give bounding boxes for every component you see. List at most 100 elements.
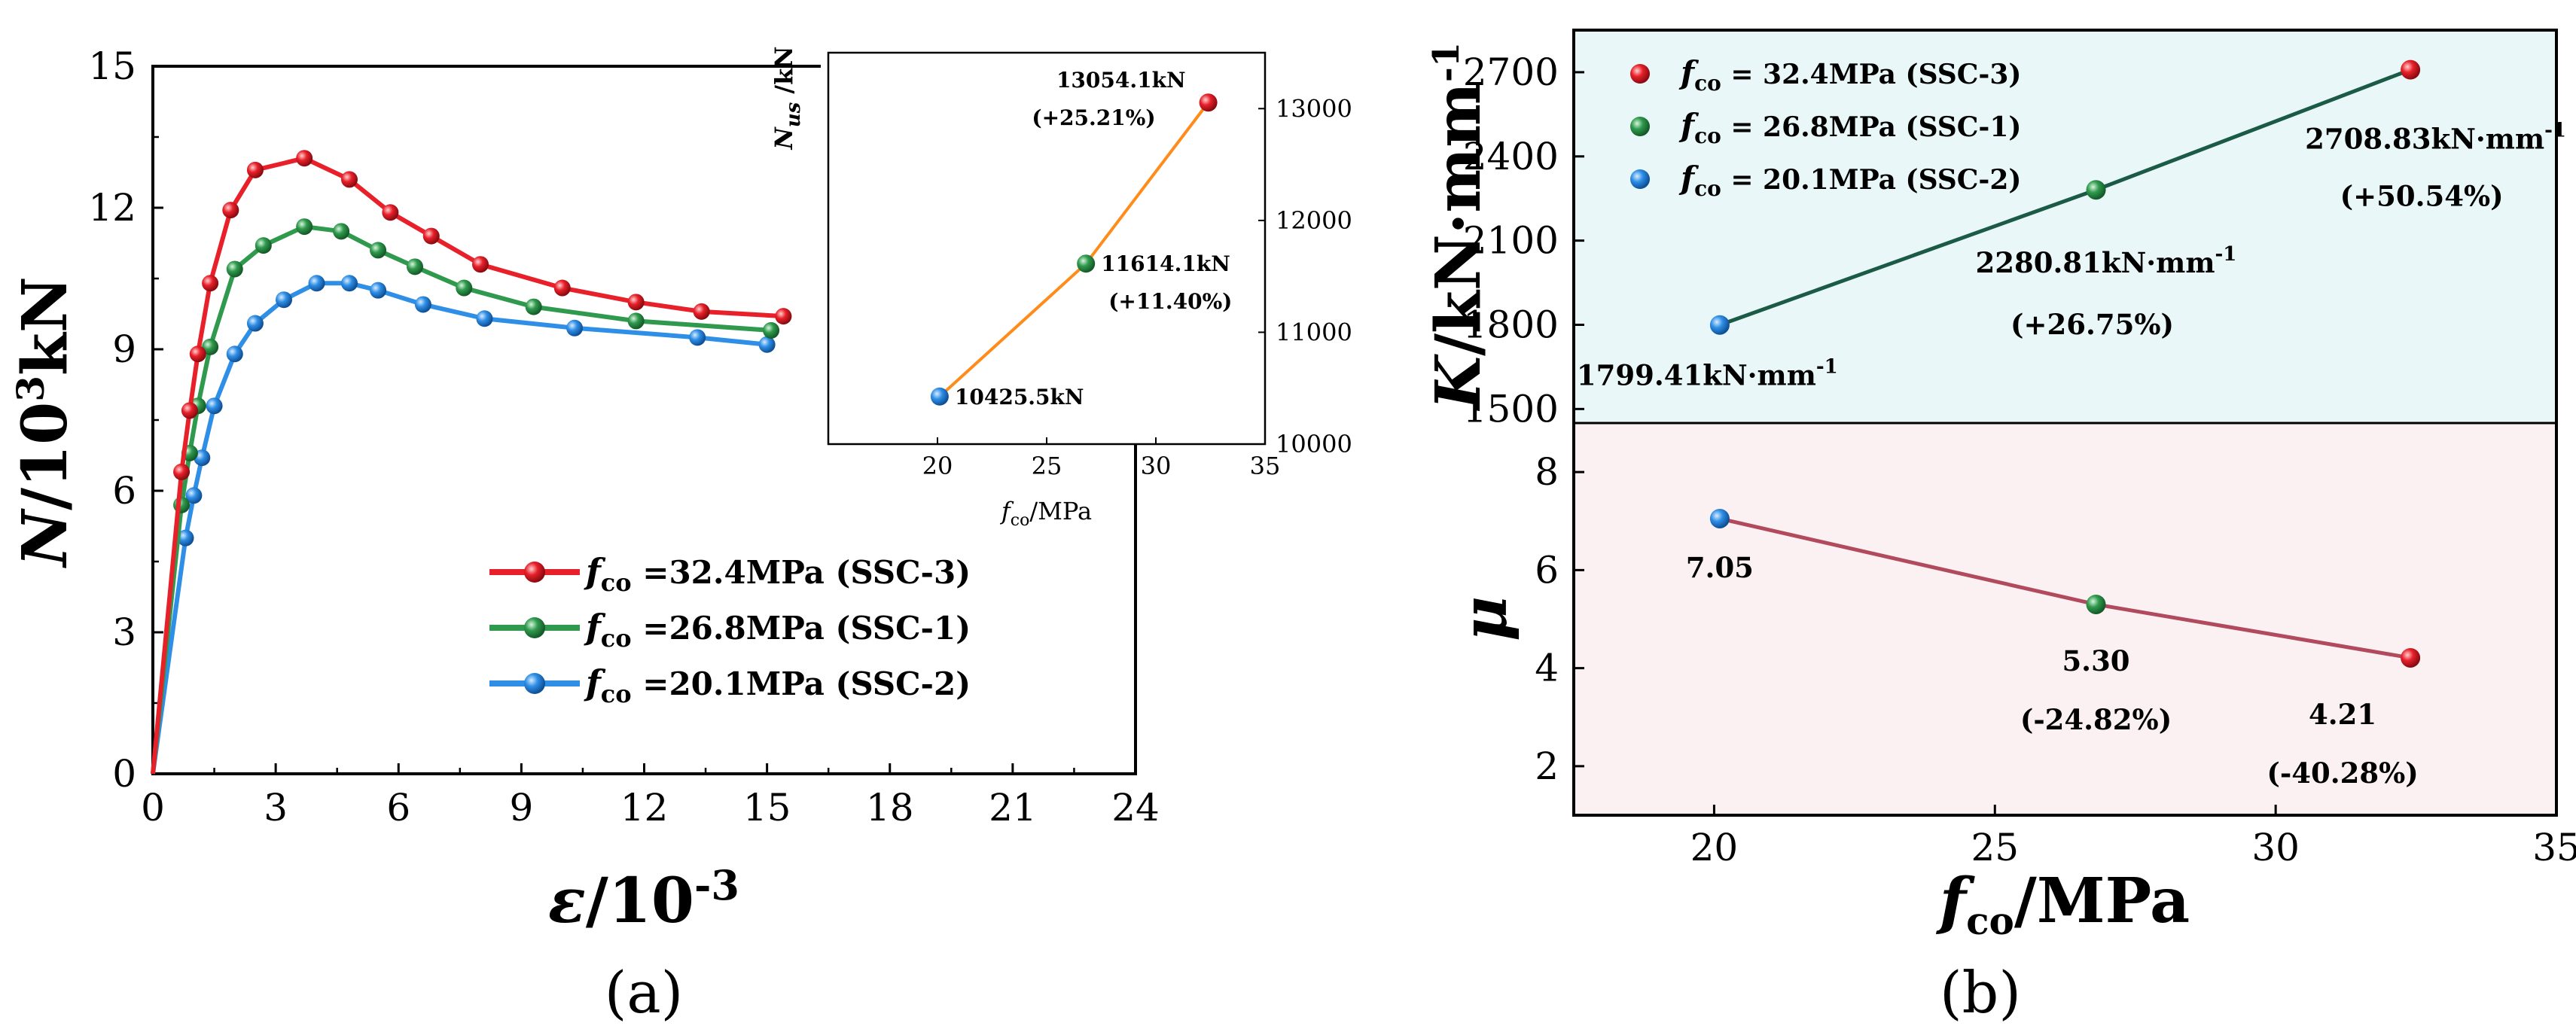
b-top-y-tick-label: 2400 xyxy=(1463,135,1559,178)
panel-a-ticks: 0 3 6 9 12 15 18 21 24 0 3 6 9 12 15 xyxy=(88,44,1159,830)
panel-b-legend: fco = 32.4MPa (SSC-3) fco = 26.8MPa (SSC… xyxy=(1630,54,2021,201)
panel-b-series: 1799.41kN·mm-1 2280.81kN·mm-1 (+26.75%) 270… xyxy=(1577,59,2566,790)
panel-b: 20 25 30 35 1500 1800 2100 2400 2700 2 4 6 8 1799.41… xyxy=(1422,29,2576,1026)
k-data-point xyxy=(2086,180,2106,200)
inset-y-axis-title: Nus /kN xyxy=(770,46,805,150)
data-point-ssc-2 xyxy=(476,310,493,327)
data-point-ssc-1 xyxy=(202,338,219,355)
data-point-ssc-3 xyxy=(296,150,313,167)
mu-value-label: 4.21 xyxy=(2309,698,2376,731)
data-point-ssc-1 xyxy=(763,321,780,339)
b-top-y-tick-label: 2100 xyxy=(1463,219,1559,263)
mu-percent-label: (-24.82%) xyxy=(2020,703,2172,736)
data-point-ssc-3 xyxy=(222,202,239,219)
x-tick-label: 24 xyxy=(1111,786,1160,830)
legend-marker-ssc1 xyxy=(524,617,545,638)
legend-b-item-ssc1: fco = 26.8MPa (SSC-1) xyxy=(1630,107,2021,148)
inset-x-axis-title: fco/MPa xyxy=(1000,497,1092,530)
data-point-ssc-1 xyxy=(226,260,243,278)
data-point-ssc-2 xyxy=(414,296,431,313)
inset-value-label: 13054.1kN xyxy=(1056,68,1186,93)
data-point-ssc-1 xyxy=(333,223,350,240)
b-x-tick-label: 30 xyxy=(2251,826,2300,869)
y-tick-label: 0 xyxy=(112,752,136,796)
inset-y-tick-label: 11000 xyxy=(1276,318,1352,346)
legend-label-ssc3: fco =32.4MPa (SSC-3) xyxy=(584,551,971,597)
inset-data-point xyxy=(1199,93,1218,112)
mu-value-label: 5.30 xyxy=(2062,644,2129,677)
k-value-label: 1799.41kN·mm-1 xyxy=(1577,356,1838,392)
mu-percent-label: (-40.28%) xyxy=(2267,756,2418,790)
inset-value-label: 10425.5kN xyxy=(955,385,1084,409)
panel-a-series xyxy=(151,150,792,775)
inset-series: 10425.5kN 11614.1kN (+11.40%) 13054.1kN (+25… xyxy=(930,68,1232,409)
inset-data-point xyxy=(1077,254,1096,273)
panel-b-top-background xyxy=(1574,30,2556,423)
data-point-ssc-1 xyxy=(296,218,313,236)
data-point-ssc-3 xyxy=(341,171,358,188)
inset-value-label: 11614.1kN xyxy=(1101,251,1230,276)
legend-label-ssc2: fco =20.1MPa (SSC-2) xyxy=(584,662,971,708)
data-point-ssc-2 xyxy=(246,315,264,332)
x-tick-label: 3 xyxy=(264,786,288,830)
x-tick-label: 12 xyxy=(620,786,669,830)
mu-value-label: 7.05 xyxy=(1686,551,1754,584)
b-top-y-tick-label: 1500 xyxy=(1463,387,1559,431)
b-x-tick-label: 35 xyxy=(2532,826,2576,869)
data-point-ssc-1 xyxy=(525,298,542,315)
data-point-ssc-3 xyxy=(181,402,198,419)
inset-percent-label: (+25.21%) xyxy=(1032,105,1155,130)
data-point-ssc-2 xyxy=(206,397,223,415)
data-point-ssc-3 xyxy=(202,275,219,292)
data-point-ssc-3 xyxy=(189,346,206,363)
legend-b-marker-ssc3 xyxy=(1630,64,1650,84)
y-tick-label: 6 xyxy=(112,469,136,513)
data-point-ssc-2 xyxy=(689,329,706,346)
data-point-ssc-3 xyxy=(472,256,489,273)
data-point-ssc-2 xyxy=(370,282,387,299)
panel-a-y-axis-title: N/103kN xyxy=(8,276,81,569)
b-x-tick-label: 25 xyxy=(1971,826,2019,869)
mu-data-point xyxy=(1709,508,1730,528)
y-tick-label: 9 xyxy=(112,327,136,371)
b-bottom-y-tick-label: 2 xyxy=(1535,744,1559,788)
data-point-ssc-1 xyxy=(255,237,272,254)
inset-percent-label: (+11.40%) xyxy=(1108,289,1232,314)
legend-marker-ssc2 xyxy=(524,673,545,694)
mu-data-point xyxy=(2086,594,2106,614)
x-tick-label: 0 xyxy=(141,786,165,830)
mu-data-point xyxy=(2401,647,2421,668)
legend-b-marker-ssc1 xyxy=(1630,117,1650,136)
series-line-ssc-3 xyxy=(151,156,784,775)
b-bottom-y-tick-label: 8 xyxy=(1535,450,1559,494)
x-tick-label: 6 xyxy=(386,786,410,830)
inset-data-point xyxy=(930,387,949,406)
k-value-label: 2280.81kN·mm-1 xyxy=(1976,243,2237,279)
inset-y-tick-label: 13000 xyxy=(1276,94,1352,123)
data-point-ssc-2 xyxy=(185,487,203,504)
data-point-ssc-3 xyxy=(775,308,792,325)
data-point-ssc-3 xyxy=(627,294,645,311)
b-bottom-y-tick-label: 6 xyxy=(1535,548,1559,592)
data-point-ssc-1 xyxy=(456,279,473,297)
data-point-ssc-1 xyxy=(627,312,645,330)
inset-x-tick-label: 30 xyxy=(1141,452,1172,480)
inset-x-tick-label: 25 xyxy=(1032,452,1062,480)
panel-a-label: (a) xyxy=(605,959,684,1026)
legend-b-item-ssc3: fco = 32.4MPa (SSC-3) xyxy=(1630,54,2021,96)
panel-b-bottom-background xyxy=(1574,423,2556,815)
legend-b-label-ssc1: fco = 26.8MPa (SSC-1) xyxy=(1678,107,2021,148)
panel-b-top-y-axis-title: K/kN·mm-1 xyxy=(1422,42,1495,411)
data-point-ssc-3 xyxy=(246,161,264,178)
panel-a-legend: fco =32.4MPa (SSC-3) fco =26.8MPa (SSC-1… xyxy=(489,551,971,708)
panel-a: 0 3 6 9 12 15 18 21 24 0 3 6 9 12 15 ε/10-3 N/103kN fc… xyxy=(8,44,1352,1026)
data-point-ssc-2 xyxy=(566,319,584,336)
data-point-ssc-2 xyxy=(226,346,243,363)
inset-y-tick-label: 10000 xyxy=(1276,430,1352,458)
b-x-tick-label: 20 xyxy=(1690,826,1739,869)
data-point-ssc-3 xyxy=(422,227,440,245)
x-tick-label: 9 xyxy=(509,786,533,830)
k-percent-label: (+50.54%) xyxy=(2340,180,2504,213)
